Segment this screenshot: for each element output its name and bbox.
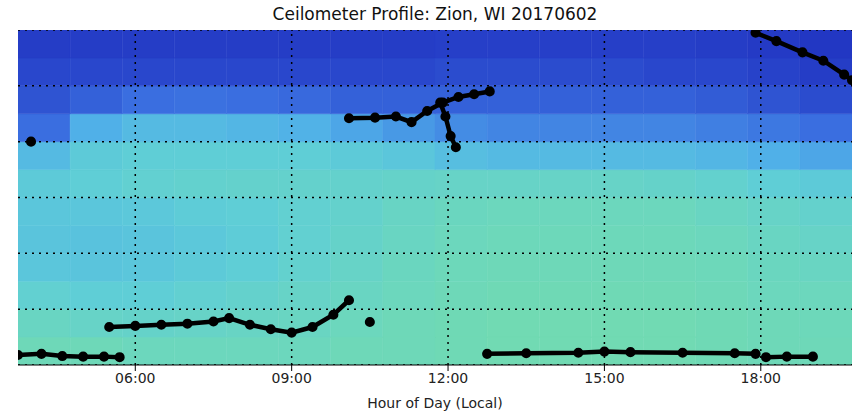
svg-text:18:00: 18:00 [741,370,781,386]
svg-text:Hour of Day (Local): Hour of Day (Local) [367,395,502,411]
svg-text:15:00: 15:00 [584,370,624,386]
svg-text:06:00: 06:00 [115,370,155,386]
html-text:Ceilometer Profile: Zion, WI 2: Ceilometer Profile: Zion, WI 20170602 [272,4,598,24]
svg-text:09:00: 09:00 [271,370,311,386]
svg-text:12:00: 12:00 [428,370,468,386]
